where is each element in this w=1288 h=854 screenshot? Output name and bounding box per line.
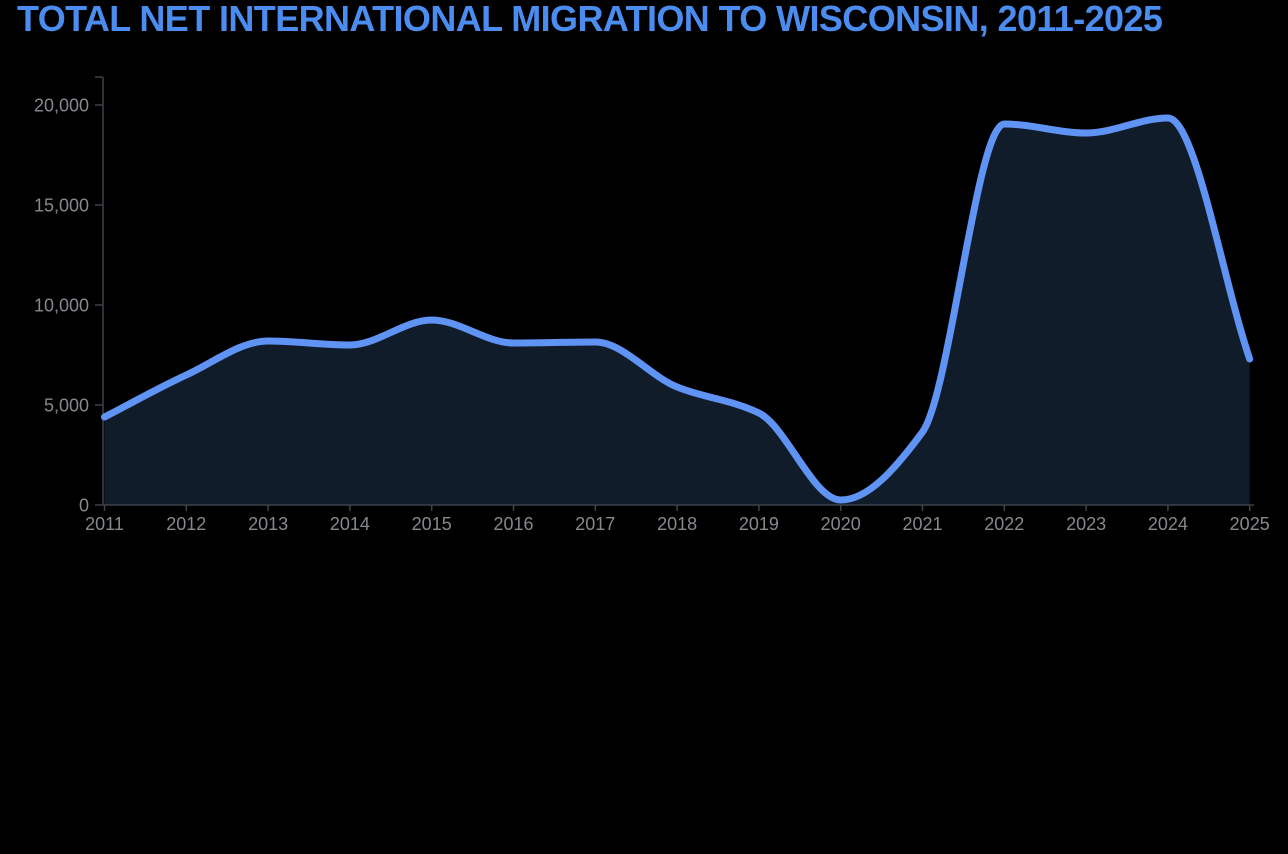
area-fill (104, 118, 1250, 505)
x-axis-label: 2021 (902, 514, 942, 534)
x-axis-label: 2020 (821, 514, 861, 534)
x-axis-label: 2016 (493, 514, 533, 534)
x-axis-label: 2013 (248, 514, 288, 534)
x-axis-label: 2023 (1066, 514, 1106, 534)
x-axis-label: 2018 (657, 514, 697, 534)
y-axis-label: 10,000 (34, 296, 89, 316)
x-axis-label: 2024 (1148, 514, 1188, 534)
x-axis-label: 2022 (984, 514, 1024, 534)
chart-title: TOTAL NET INTERNATIONAL MIGRATION TO WIS… (17, 0, 1163, 39)
x-axis-label: 2011 (85, 514, 124, 534)
y-axis-label: 20,000 (34, 96, 89, 116)
x-axis-label: 2019 (739, 514, 779, 534)
y-axis-label: 0 (79, 496, 89, 516)
x-axis-label: 2015 (412, 514, 452, 534)
x-axis-label: 2014 (330, 514, 370, 534)
x-axis-label: 2012 (166, 514, 206, 534)
y-axis-label: 15,000 (34, 196, 89, 216)
trend-line (101, 114, 1254, 504)
x-axis-label: 2025 (1230, 514, 1270, 534)
y-axis-label: 5,000 (44, 396, 89, 416)
x-axis-label: 2017 (575, 514, 615, 534)
